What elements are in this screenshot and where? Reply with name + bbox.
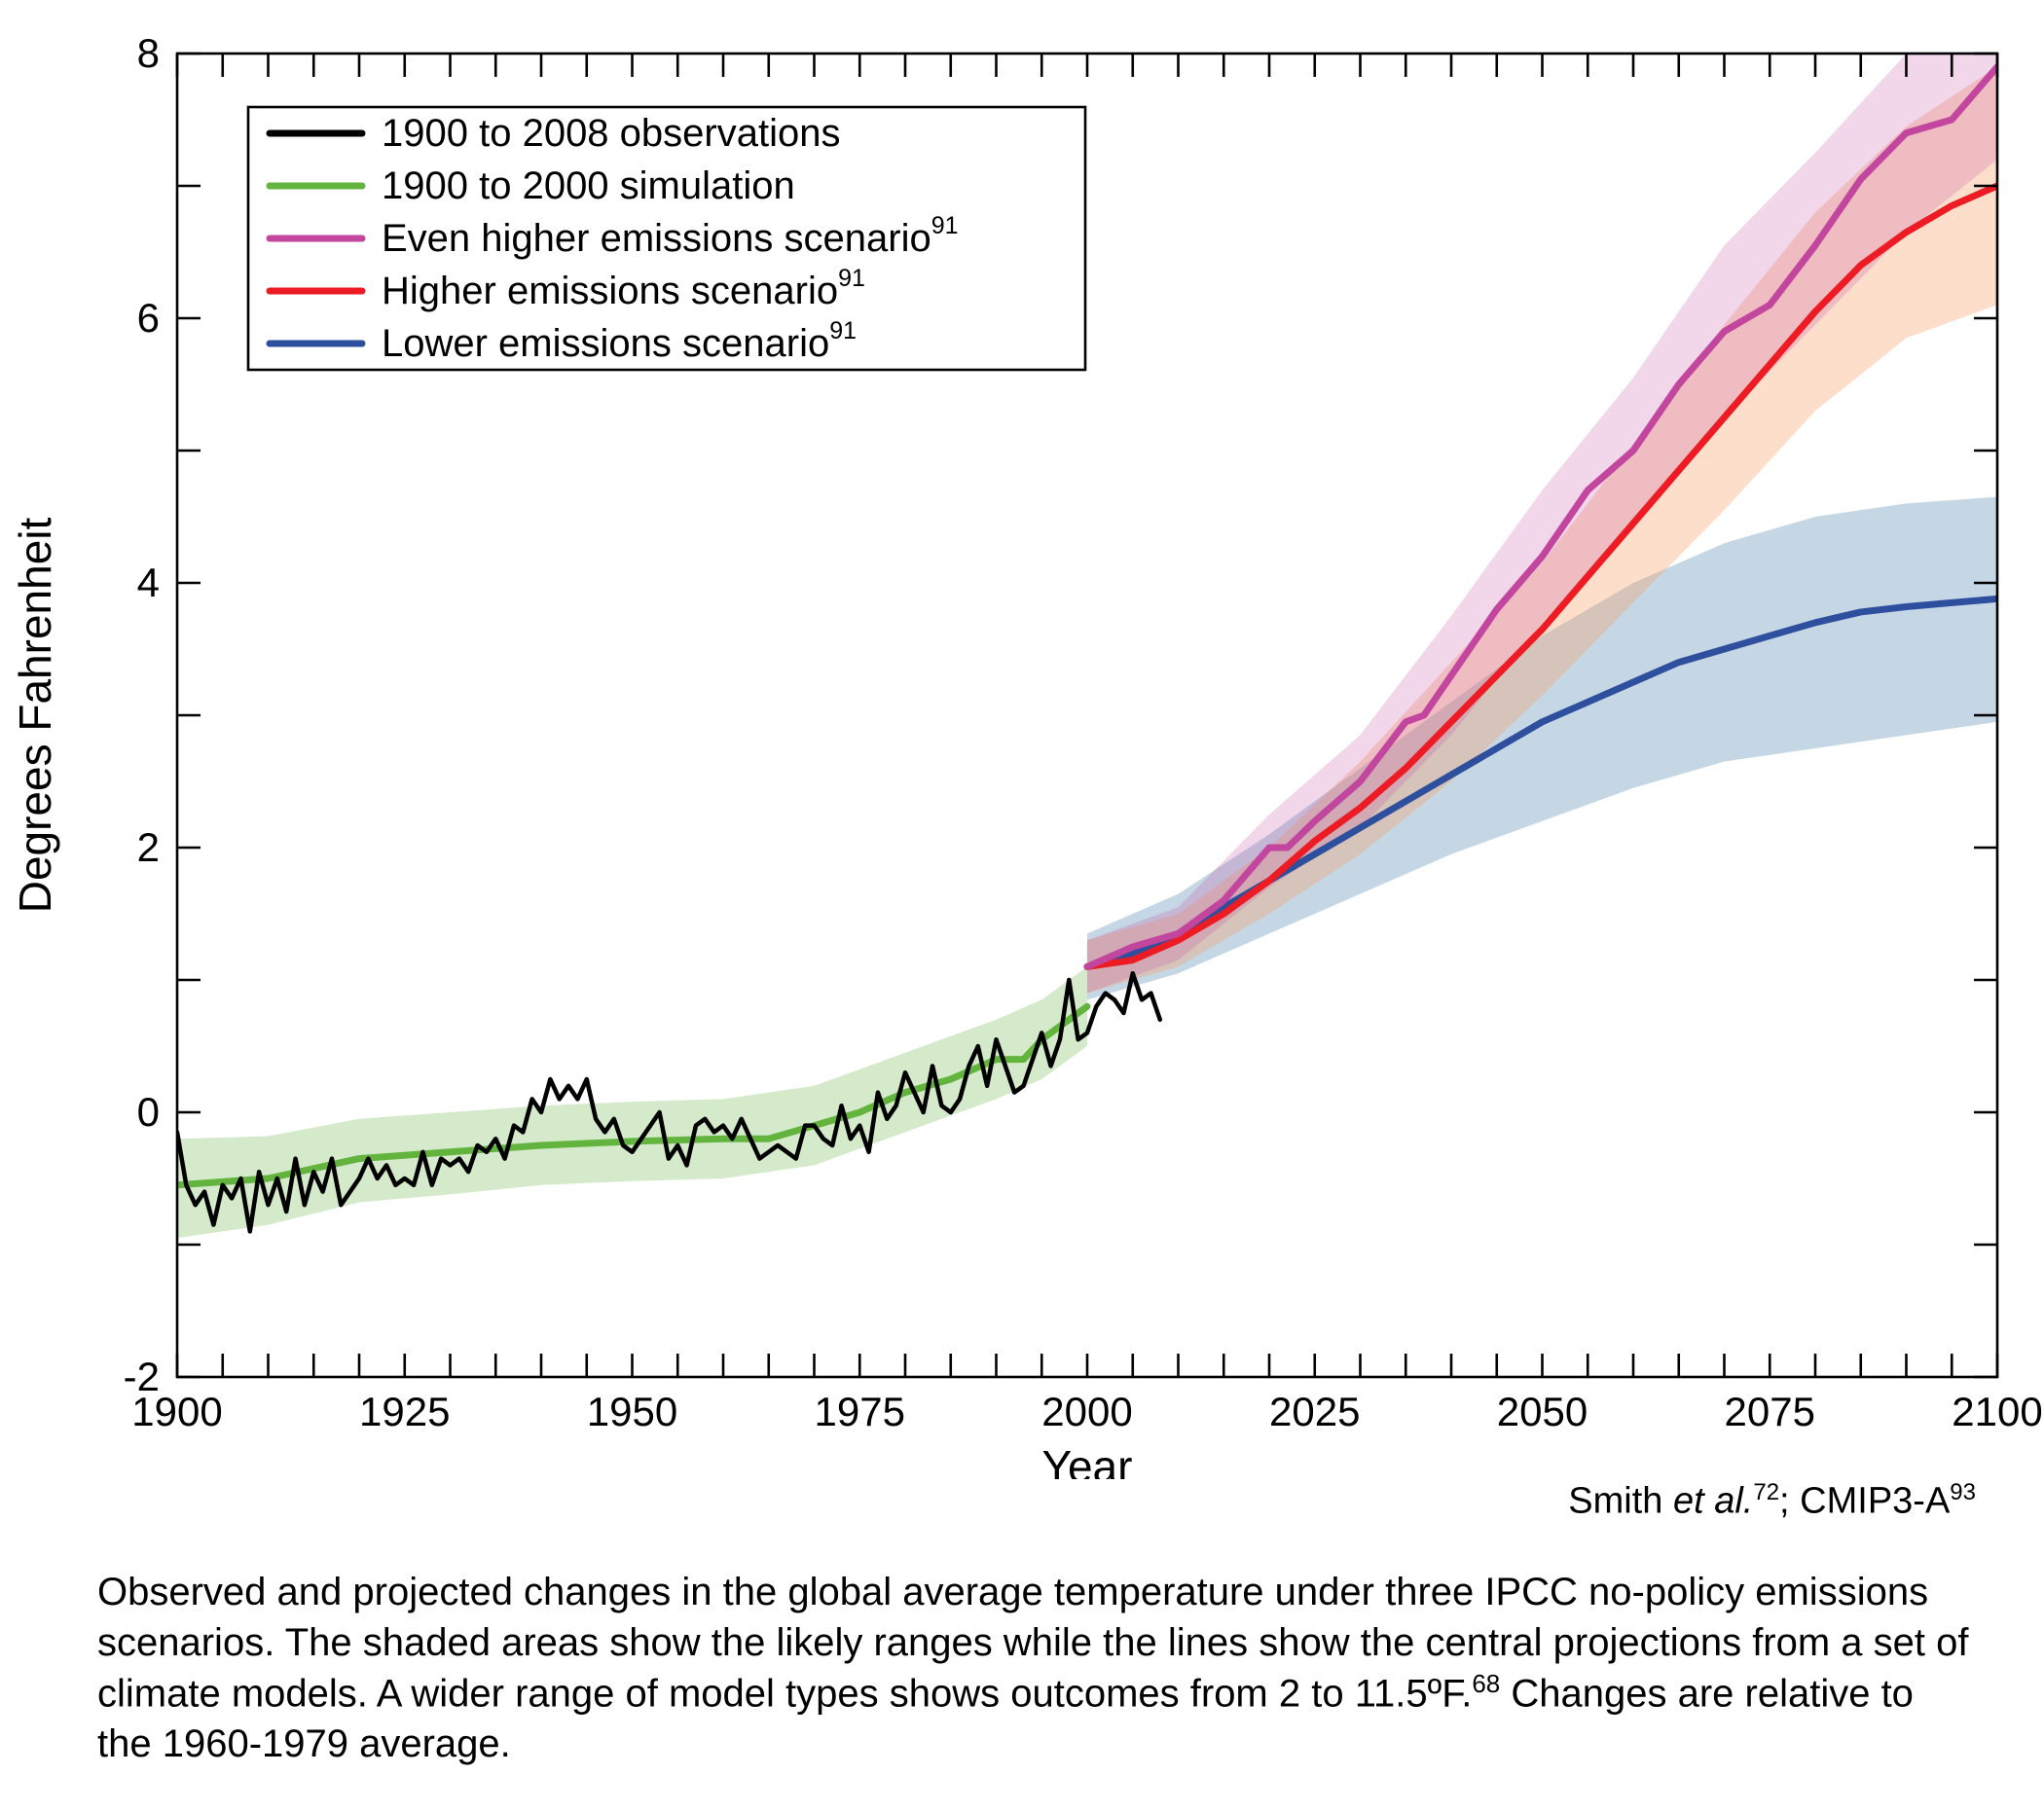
svg-text:2100: 2100: [1952, 1389, 2042, 1434]
citation-sup2: 93: [1950, 1479, 1976, 1505]
citation-sup1: 72: [1753, 1479, 1779, 1505]
citation-mid: ; CMIP3-A: [1779, 1481, 1950, 1522]
caption-sup: 68: [1472, 1669, 1500, 1698]
svg-text:2: 2: [137, 824, 160, 870]
svg-text:4: 4: [137, 560, 160, 605]
figure-container: 190019251950197520002025205020752100Year…: [0, 0, 2044, 1811]
svg-text:6: 6: [137, 295, 160, 341]
svg-text:Year: Year: [1042, 1441, 1133, 1479]
svg-text:8: 8: [137, 30, 160, 76]
svg-text:Even higher emissions scenario: Even higher emissions scenario91: [382, 212, 959, 260]
citation-text: Smith et al.72; CMIP3-A93: [1568, 1479, 1976, 1523]
svg-text:2025: 2025: [1269, 1389, 1360, 1434]
svg-text:2050: 2050: [1497, 1389, 1588, 1434]
svg-text:Lower emissions scenario91: Lower emissions scenario91: [382, 317, 857, 365]
citation-etal: et al.: [1673, 1481, 1753, 1522]
svg-text:1925: 1925: [359, 1389, 450, 1434]
svg-text:Degrees Fahrenheit: Degrees Fahrenheit: [10, 518, 60, 914]
svg-text:1975: 1975: [815, 1389, 905, 1434]
svg-text:2000: 2000: [1041, 1389, 1132, 1434]
svg-text:Higher emissions scenario91: Higher emissions scenario91: [382, 265, 865, 312]
svg-text:2075: 2075: [1725, 1389, 1815, 1434]
svg-text:1900 to 2000 simulation: 1900 to 2000 simulation: [382, 164, 795, 207]
svg-text:0: 0: [137, 1089, 160, 1135]
svg-text:1950: 1950: [587, 1389, 677, 1434]
citation-prefix: Smith: [1568, 1481, 1673, 1522]
temperature-projection-chart: 190019251950197520002025205020752100Year…: [0, 0, 2044, 1479]
svg-text:1900 to 2008 observations: 1900 to 2008 observations: [382, 112, 840, 155]
svg-text:-2: -2: [124, 1354, 160, 1399]
figure-caption: Observed and projected changes in the gl…: [97, 1567, 1976, 1769]
